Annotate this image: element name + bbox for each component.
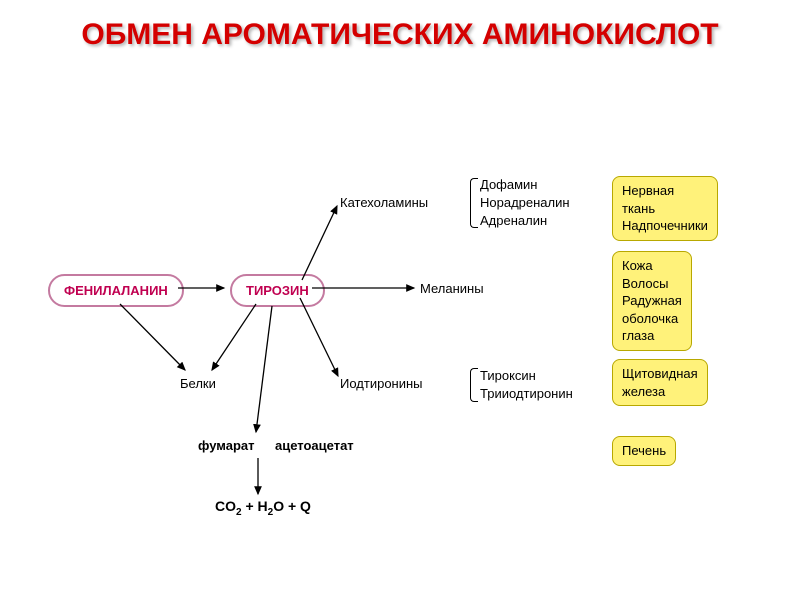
node-tyr-label: ТИРОЗИН: [246, 283, 309, 298]
label-acetoacetate: ацетоацетат: [275, 438, 354, 453]
formula-oxidation: CO2 + H2O + Q: [215, 498, 311, 518]
bracket-catecholamines: [470, 178, 478, 228]
label-noradrenaline: Норадреналин: [480, 195, 570, 210]
box-nervous: НервнаятканьНадпочечники: [612, 176, 718, 241]
page-title: ОБМЕН АРОМАТИЧЕСКИХ АМИНОКИСЛОТ: [0, 0, 800, 51]
label-proteins: Белки: [180, 376, 216, 391]
node-phenylalanine: ФЕНИЛАЛАНИН: [48, 274, 184, 307]
bracket-iodothyronines: [470, 368, 478, 402]
label-adrenaline: Адреналин: [480, 213, 547, 228]
node-tyrosine: ТИРОЗИН: [230, 274, 325, 307]
label-iodothyronines: Иодтиронины: [340, 376, 423, 391]
label-catecholamines: Катехоламины: [340, 195, 428, 210]
box-skin: КожаВолосыРадужнаяоболочкаглаза: [612, 251, 692, 351]
box-thyroid: Щитовиднаяжелеза: [612, 359, 708, 406]
box-liver: Печень: [612, 436, 676, 466]
label-triiodothyronine: Трииодтиронин: [480, 386, 573, 401]
label-dopamine: Дофамин: [480, 177, 537, 192]
label-fumarate: фумарат: [198, 438, 254, 453]
label-melanins: Меланины: [420, 281, 484, 296]
label-thyroxine: Тироксин: [480, 368, 536, 383]
title-text: ОБМЕН АРОМАТИЧЕСКИХ АМИНОКИСЛОТ: [81, 18, 718, 51]
node-phe-label: ФЕНИЛАЛАНИН: [64, 283, 168, 298]
